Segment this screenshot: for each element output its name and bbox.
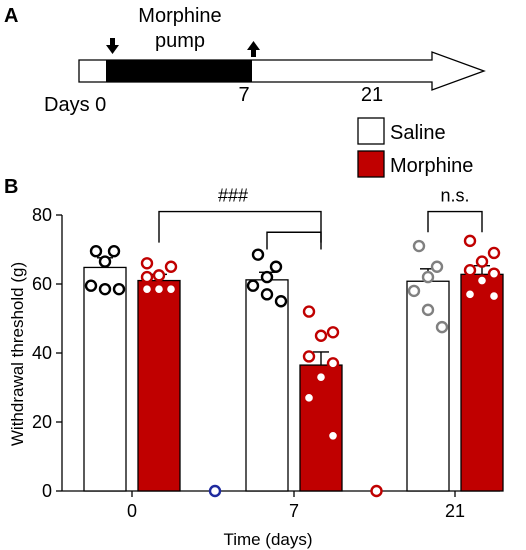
data-point <box>152 269 166 282</box>
bracket-day7 <box>266 231 322 250</box>
data-point <box>251 248 265 261</box>
data-point <box>430 260 444 273</box>
data-point <box>140 270 154 284</box>
zero-marker-point <box>370 484 383 498</box>
y-tick-label: 40 <box>32 343 52 363</box>
panel-a: A Morphine pump Days 0 7 21 <box>4 5 486 116</box>
legend: Saline Morphine <box>357 117 473 178</box>
y-axis-label: Withdrawal threshold (g) <box>8 262 27 446</box>
bar-morphine-0 <box>137 279 181 492</box>
data-point <box>246 279 260 292</box>
data-point <box>421 270 435 284</box>
x-tick-label: 7 <box>289 501 299 521</box>
legend-swatch-morphine <box>357 150 385 178</box>
data-point <box>84 279 98 292</box>
bar-morphine-7 <box>299 364 343 492</box>
data-point <box>164 260 178 273</box>
up-arrow-icon <box>247 41 260 57</box>
panel-b-letter: B <box>4 176 18 198</box>
data-point <box>107 245 121 258</box>
data-point <box>274 295 288 308</box>
legend-swatch-saline <box>357 117 385 145</box>
bar-saline-0 <box>83 266 127 492</box>
bracket-day0-vs-day7 <box>158 210 322 243</box>
significance-label-ns: n.s. <box>440 186 469 206</box>
timeline-label-day7: 7 <box>238 84 249 106</box>
data-point <box>487 289 501 303</box>
data-points <box>84 234 501 498</box>
y-tick-label: 20 <box>32 412 52 432</box>
data-point <box>260 270 274 284</box>
timeline-label-day0: Days 0 <box>44 94 106 116</box>
data-point <box>463 234 477 248</box>
data-point <box>463 264 477 277</box>
data-point <box>407 284 421 298</box>
data-point <box>140 282 154 296</box>
y-tick-label: 60 <box>32 274 52 294</box>
bar-morphine-21 <box>460 273 504 492</box>
panel-a-letter: A <box>4 5 18 27</box>
y-tick-label: 80 <box>32 205 52 225</box>
data-point <box>475 255 489 268</box>
x-axis: 0 7 21 <box>62 490 500 521</box>
bar-chart: 0 20 40 60 80 0 7 21 ### n.s. Withdrawal thresh… <box>8 186 504 549</box>
timeline-arrow <box>78 51 486 91</box>
data-point <box>302 305 316 318</box>
bar-saline-7 <box>245 279 289 492</box>
data-point <box>487 267 501 280</box>
legend-label-morphine: Morphine <box>390 155 473 177</box>
pump-label-line2: pump <box>155 30 205 52</box>
bars <box>83 266 504 492</box>
down-arrow-icon <box>106 38 119 54</box>
data-point <box>326 326 340 339</box>
pump-period-bar <box>106 60 252 82</box>
pump-label-line1: Morphine <box>138 5 221 27</box>
data-point <box>487 246 501 260</box>
data-point <box>435 320 449 334</box>
y-tick-label: 0 <box>42 481 52 501</box>
data-point <box>326 357 340 370</box>
data-point <box>152 282 166 296</box>
x-tick-label: 0 <box>127 501 137 521</box>
data-point <box>463 288 477 301</box>
x-tick-label: 21 <box>445 501 465 521</box>
bracket-day21 <box>427 210 483 233</box>
data-point <box>314 370 328 384</box>
timeline-label-day21: 21 <box>361 84 383 106</box>
data-point <box>98 255 112 268</box>
data-point <box>412 239 426 253</box>
data-point <box>98 282 112 296</box>
data-point <box>164 282 178 296</box>
data-point <box>421 303 435 317</box>
x-axis-label: Time (days) <box>223 530 312 549</box>
data-point <box>314 329 328 342</box>
data-point <box>302 350 316 363</box>
data-point <box>112 282 126 296</box>
significance-label-hash: ### <box>218 186 248 206</box>
data-point <box>475 274 489 287</box>
zero-marker-point <box>208 484 222 498</box>
legend-label-saline: Saline <box>390 122 446 144</box>
y-axis: 0 20 40 60 80 <box>32 205 63 501</box>
data-point <box>89 245 103 258</box>
data-point <box>326 429 340 442</box>
data-point <box>302 391 316 405</box>
data-point <box>269 260 283 273</box>
significance-brackets: ### n.s. <box>158 186 483 250</box>
data-point <box>260 288 274 301</box>
data-point <box>140 257 154 270</box>
